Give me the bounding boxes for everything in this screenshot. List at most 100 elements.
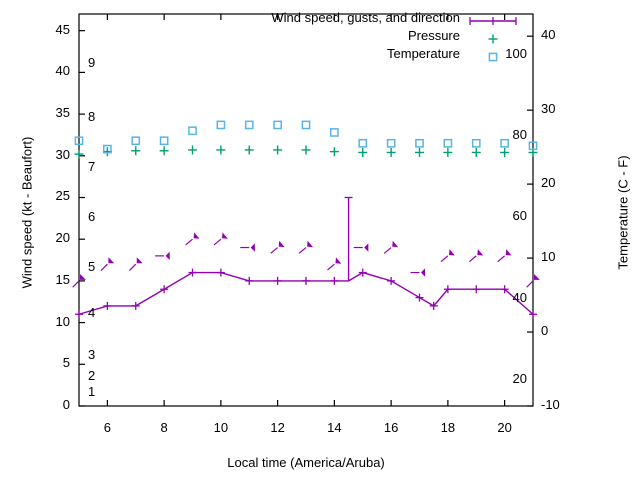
temperature-marker [358,138,368,148]
wind-direction-arrow [240,243,255,252]
fahrenheit-label: 80 [512,127,527,143]
y-axis-left-title: Wind speed (kt - Beaufort) [19,136,35,289]
fahrenheit-label: 20 [512,371,527,387]
pressure-marker [358,147,368,157]
wind-direction-arrow [185,232,200,246]
legend-label-wind: Wind speed, gusts, and direction [271,10,460,25]
wind-speed-marker [188,268,197,277]
temperature-marker [244,120,254,130]
y-tick-label-left: 10 [55,313,70,329]
wind-speed-marker [330,276,339,285]
pressure-marker [301,145,311,155]
x-tick-label: 12 [270,420,285,435]
temperature-marker [74,136,84,146]
temperature-marker [386,138,396,148]
temperature-marker [103,144,112,154]
wind-speed-marker [160,285,169,294]
wind-direction-arrow [128,257,143,272]
y-tick-label-left: 5 [62,355,70,371]
beaufort-label: 7 [88,159,96,175]
pressure-marker [216,145,226,155]
temperature-marker [528,141,538,151]
x-tick-label: 14 [327,420,342,435]
wind-direction-arrow [497,249,512,263]
wind-direction-arrow [270,240,285,254]
x-tick-label: 6 [103,420,111,435]
beaufort-label: 1 [88,384,96,400]
beaufort-label: 8 [88,109,96,125]
wind-speed-marker [358,268,367,277]
wind-speed-marker [131,301,140,310]
x-tick-label: 10 [213,420,229,435]
y-tick-label-right: 0 [541,323,549,339]
pressure-marker [188,145,197,155]
x-axis-title: Local time (America/Aruba) [227,455,385,470]
x-tick-label: 8 [160,420,168,435]
temperature-marker [443,138,453,148]
x-tick-label: 20 [497,420,512,435]
wind-direction-arrow [383,240,399,254]
wind-speed-marker [472,285,481,294]
y-tick-label-right: 10 [541,249,556,265]
legend-label-pressure: Pressure [407,28,460,43]
temperature-marker [131,136,141,146]
y-tick-label-left: 15 [55,271,70,287]
pressure-marker [443,147,453,157]
y-tick-label-left: 30 [55,146,70,162]
wind-direction-arrow [526,273,540,288]
temperature-marker [500,138,509,148]
wind-speed-marker [529,310,537,319]
fahrenheit-label: 100 [505,45,527,61]
wind-speed-marker [216,268,225,277]
pressure-marker [329,147,339,157]
y-tick-label-left: 40 [55,63,70,79]
y-tick-label-right: 40 [541,27,556,43]
wind-direction-arrow [327,257,342,271]
beaufort-label: 2 [88,367,96,383]
y-axis-right-title: Temperature (C - F) [615,155,631,270]
wind-direction-arrow [298,240,313,254]
pressure-marker [131,146,141,156]
pressure-marker [500,147,510,157]
wind-direction-arrow [155,251,170,261]
y-tick-label-left: 25 [55,188,70,204]
wind-direction-arrow [72,273,86,288]
wind-direction-arrow [440,249,455,263]
legend-sample-wind [469,17,517,25]
wind-speed-marker [387,276,396,285]
wind-speed-marker [415,293,424,302]
pressure-marker [471,147,481,157]
wind-speed-marker [273,276,282,285]
wind-speed-marker [500,285,509,294]
wind-speed-marker [103,301,112,310]
beaufort-label: 6 [88,209,96,225]
pressure-marker [273,145,283,155]
pressure-marker [386,147,396,157]
beaufort-label: 5 [88,259,96,275]
wind-direction-arrow [353,243,369,252]
wind-speed-marker [75,310,83,319]
wind-direction-arrow [100,257,115,272]
beaufort-label: 9 [88,55,96,71]
y-tick-label-right: 20 [541,175,556,191]
y-tick-label-left: 0 [62,397,70,412]
temperature-marker [273,120,282,130]
wind-direction-arrow [468,249,484,263]
pressure-marker [74,149,84,159]
y-tick-label-left: 45 [55,21,70,37]
y-tick-label-left: 35 [55,105,70,121]
y-tick-label-right: -10 [541,397,560,412]
beaufort-label: 3 [88,346,96,362]
legend-sample-pressure [488,34,498,44]
pressure-marker [159,146,169,156]
wind-speed-marker [429,301,438,310]
wind-speed-marker [245,276,254,285]
wind-direction-arrow [213,232,228,246]
fahrenheit-label: 60 [512,208,527,224]
y-tick-label-right: 30 [541,101,556,117]
x-tick-label: 16 [383,420,399,435]
wind-direction-arrow [410,268,426,277]
x-tick-label: 18 [440,420,456,435]
